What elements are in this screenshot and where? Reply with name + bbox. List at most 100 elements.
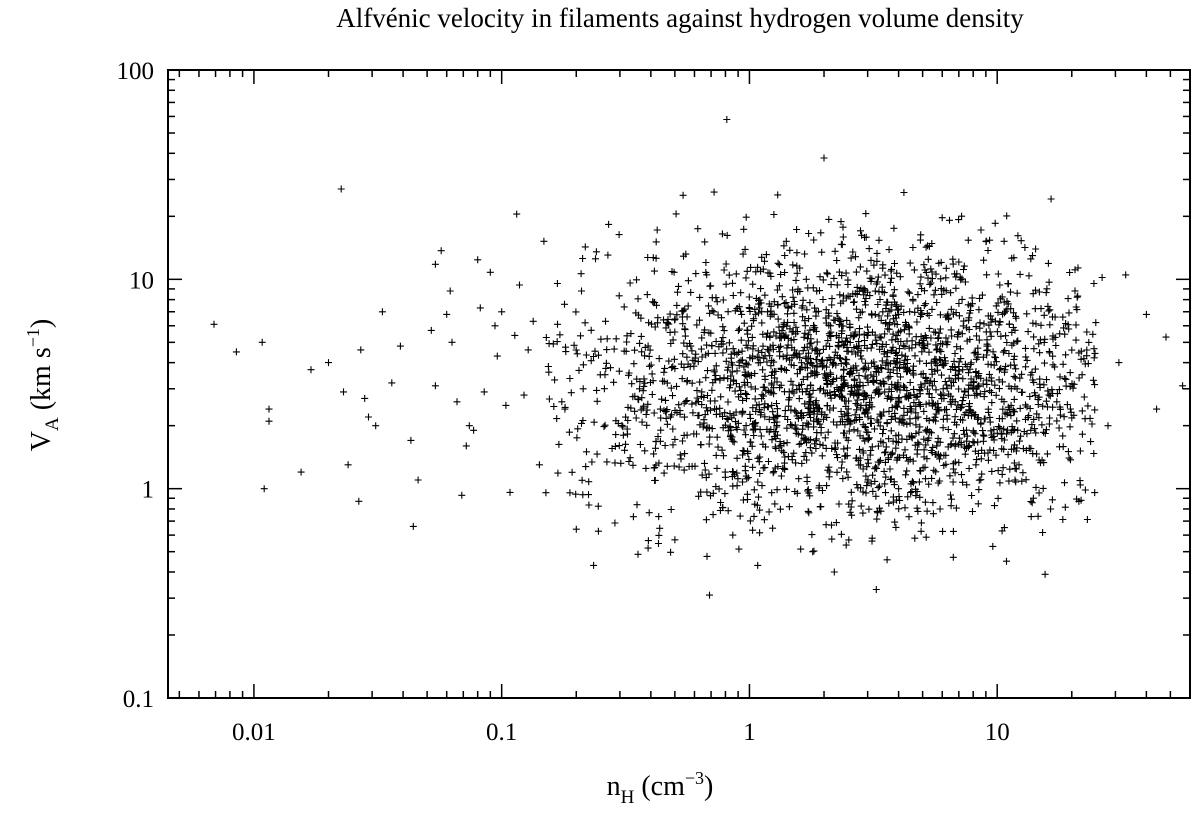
data-point (837, 393, 845, 401)
data-point (743, 391, 751, 398)
data-point (810, 236, 818, 244)
data-point (843, 356, 851, 364)
data-point (833, 468, 841, 476)
data-point (801, 343, 809, 351)
data-point (989, 348, 997, 356)
data-point (770, 413, 777, 421)
data-point (747, 414, 754, 422)
data-point (998, 429, 1006, 437)
data-point (773, 400, 780, 407)
data-point (995, 423, 1003, 431)
data-point (807, 354, 814, 362)
data-point (759, 464, 767, 472)
data-point (1023, 310, 1031, 318)
data-point (1091, 381, 1099, 389)
data-point (799, 313, 807, 321)
data-point (823, 269, 831, 277)
data-point (1068, 346, 1076, 354)
data-point (966, 309, 974, 317)
data-point (840, 429, 847, 437)
data-point (903, 454, 910, 462)
data-point (649, 298, 657, 306)
data-point (905, 324, 913, 332)
data-point (949, 465, 957, 473)
data-point (799, 375, 807, 383)
data-point (701, 238, 709, 246)
data-point (823, 402, 831, 410)
data-point (780, 242, 788, 250)
data-point (853, 454, 860, 462)
data-point (861, 390, 869, 398)
data-point (1055, 424, 1063, 432)
x-axis-label: nH (cm−3) (607, 768, 714, 808)
data-point (917, 231, 925, 239)
data-point (930, 291, 938, 299)
data-point (640, 382, 648, 390)
data-point (958, 471, 965, 479)
data-point (823, 482, 831, 490)
data-point (626, 279, 634, 287)
data-point (877, 364, 885, 371)
data-point (999, 405, 1007, 413)
data-point (754, 561, 762, 569)
data-point (749, 355, 756, 363)
data-point (620, 303, 628, 311)
data-point (575, 366, 583, 374)
data-point (633, 276, 640, 284)
data-point (1010, 309, 1017, 317)
data-point (724, 507, 732, 515)
data-point (1078, 407, 1086, 415)
data-point (677, 360, 685, 368)
data-point (752, 294, 760, 302)
data-point (1010, 459, 1018, 467)
data-point (877, 334, 885, 342)
data-point (851, 411, 859, 419)
data-point (749, 463, 757, 471)
data-point (843, 334, 850, 342)
data-point (844, 276, 852, 284)
data-point (636, 441, 644, 448)
data-point (1003, 410, 1011, 418)
data-point (885, 246, 893, 254)
data-point (865, 245, 873, 253)
data-point (582, 351, 590, 359)
data-point (922, 400, 930, 408)
data-point (863, 463, 871, 471)
data-point (540, 237, 548, 245)
data-point (955, 216, 963, 224)
data-point (1010, 352, 1018, 360)
data-point (802, 275, 810, 283)
data-point (740, 426, 748, 434)
data-point (462, 442, 470, 450)
data-point (378, 308, 386, 316)
data-point (696, 316, 703, 324)
data-point (940, 286, 948, 294)
data-point (803, 456, 811, 464)
data-point (1040, 459, 1048, 467)
data-point (709, 511, 717, 519)
data-point (646, 362, 653, 370)
data-point (1076, 447, 1084, 455)
data-point (594, 527, 602, 535)
data-point (1089, 330, 1097, 338)
data-point (726, 424, 734, 432)
data-point (805, 230, 813, 237)
data-point (758, 391, 766, 399)
data-point (768, 310, 776, 318)
data-point (908, 434, 916, 442)
data-point (874, 442, 882, 450)
data-point (920, 435, 928, 443)
data-point (936, 455, 943, 463)
data-point (740, 378, 748, 386)
data-point (683, 353, 691, 361)
data-point (927, 279, 935, 287)
data-point (628, 380, 636, 388)
data-point (799, 422, 807, 429)
data-point (480, 388, 488, 396)
data-point (711, 397, 719, 405)
data-point (658, 395, 666, 403)
data-point (875, 385, 883, 393)
data-point (1014, 337, 1022, 345)
data-point (915, 478, 923, 486)
